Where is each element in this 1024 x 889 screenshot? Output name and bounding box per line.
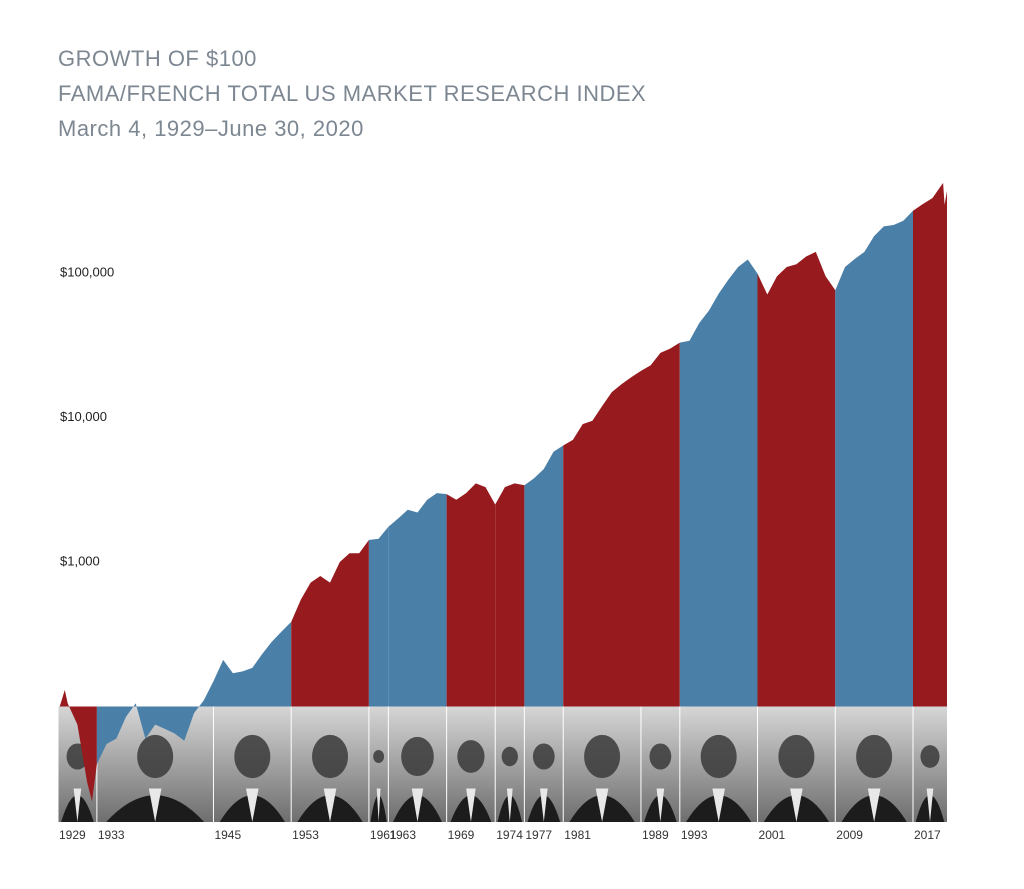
x-tick-label: 1974 <box>496 828 523 842</box>
term-area <box>913 182 947 707</box>
x-tick-label: 1933 <box>98 828 125 842</box>
portrait <box>401 736 434 777</box>
portrait <box>137 734 174 779</box>
portrait <box>376 788 381 822</box>
term-area <box>446 483 496 707</box>
portrait <box>457 740 485 773</box>
chart-subtitle: FAMA/FRENCH TOTAL US MARKET RESEARCH IND… <box>58 81 646 106</box>
portrait <box>148 788 162 822</box>
x-tick-label: 2009 <box>836 828 863 842</box>
term-area <box>368 526 389 707</box>
x-tick-label: 1945 <box>214 828 241 842</box>
term-area <box>495 483 525 707</box>
term-area <box>59 690 97 802</box>
portrait <box>73 788 82 822</box>
x-tick-label: 2017 <box>914 828 941 842</box>
x-tick-label: 1963 <box>389 828 416 842</box>
portrait <box>234 734 271 779</box>
x-tick-label: 1993 <box>681 828 708 842</box>
x-tick-label: 1961 <box>370 828 397 842</box>
y-tick-label: $1,000 <box>60 553 100 568</box>
portrait <box>246 788 259 822</box>
term-area <box>563 370 641 707</box>
portrait <box>466 788 476 822</box>
portrait <box>506 788 513 822</box>
portrait <box>584 734 621 779</box>
term-area <box>679 259 758 707</box>
date-range: March 4, 1929–June 30, 2020 <box>58 116 364 141</box>
portrait-band <box>57 706 947 822</box>
y-tick-label: $100,000 <box>60 264 114 279</box>
portrait <box>323 788 337 822</box>
portrait <box>656 788 665 822</box>
portrait <box>501 746 518 767</box>
term-area <box>835 210 913 707</box>
portrait <box>867 788 881 822</box>
term-area <box>641 342 680 707</box>
portrait <box>700 734 737 779</box>
portrait <box>790 788 803 822</box>
portrait <box>649 743 672 770</box>
term-area <box>291 540 369 707</box>
portrait <box>712 788 725 822</box>
portrait <box>595 788 609 822</box>
portrait <box>373 749 385 764</box>
portrait <box>539 788 548 822</box>
chart-title: GROWTH OF $100 <box>58 46 257 71</box>
plot: $1,000 $10,000 $100,000 1929 1933 1945 1953 196… <box>59 182 947 842</box>
portrait <box>312 734 349 779</box>
portrait <box>926 788 934 822</box>
term-area <box>213 621 292 707</box>
x-tick-label: 1953 <box>292 828 319 842</box>
portrait <box>920 745 940 768</box>
term-area <box>96 681 214 764</box>
x-tick-label: 1989 <box>642 828 669 842</box>
term-area <box>524 445 564 707</box>
term-area <box>757 251 836 707</box>
x-tick-label: 1969 <box>448 828 475 842</box>
portrait <box>411 788 424 822</box>
x-tick-label: 1977 <box>525 828 552 842</box>
x-tick-label: 1929 <box>59 828 86 842</box>
portrait <box>856 734 893 779</box>
x-tick-label: 2001 <box>759 828 786 842</box>
portrait <box>532 743 555 770</box>
y-tick-label: $10,000 <box>60 409 107 424</box>
term-area <box>388 493 447 707</box>
x-tick-label: 1981 <box>564 828 591 842</box>
portrait <box>778 734 815 779</box>
